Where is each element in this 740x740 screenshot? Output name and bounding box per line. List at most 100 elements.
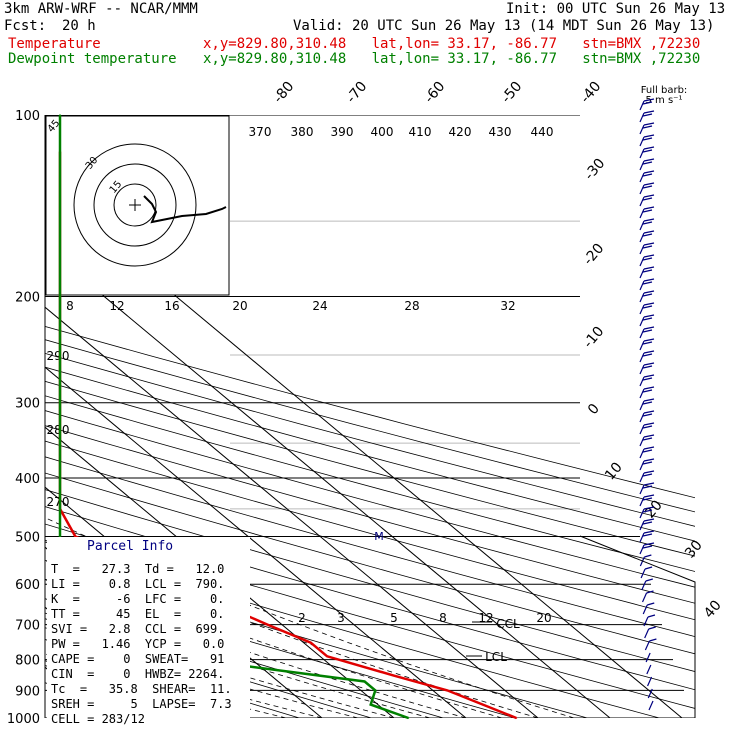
dewpoint-point bbox=[59, 442, 61, 444]
dewpoint-point bbox=[369, 703, 372, 706]
wind-barb-flag bbox=[643, 122, 655, 126]
isotherm-label: 40 bbox=[701, 597, 725, 621]
wind-barb-staff bbox=[639, 196, 645, 207]
wind-barb-staff bbox=[644, 640, 650, 651]
parcel-row: Tc = 35.8 SHEAR= 11. bbox=[51, 682, 232, 696]
wind-barb-flag bbox=[642, 125, 653, 129]
theta-e-label: 420 bbox=[449, 125, 472, 139]
wind-barb-staff bbox=[641, 580, 647, 591]
ccl-label: CCL bbox=[496, 617, 520, 631]
wind-barb-flag bbox=[647, 614, 656, 618]
wind-barb-flag bbox=[643, 398, 655, 402]
wind-barb-staff bbox=[639, 304, 645, 315]
wind-barb-flag bbox=[643, 326, 655, 330]
pressure-tick-label: 200 bbox=[15, 291, 40, 306]
mixing-ratio-label: 20 bbox=[536, 611, 551, 625]
wind-barb-flag bbox=[642, 365, 653, 369]
wind-barb-flag bbox=[643, 98, 655, 102]
wind-barb-flag bbox=[642, 353, 653, 357]
wind-barb-staff bbox=[639, 544, 645, 555]
dewpoint-point bbox=[59, 182, 61, 185]
wind-barb-staff bbox=[639, 184, 645, 195]
wind-barb-staff bbox=[639, 280, 645, 291]
wind-barb-staff bbox=[639, 472, 645, 483]
hodograph-ring bbox=[113, 183, 157, 227]
pressure-tick-label: 700 bbox=[15, 619, 40, 634]
dewpoint-point bbox=[59, 282, 61, 284]
wind-barb-flag bbox=[642, 269, 653, 273]
wind-barb-flag bbox=[642, 401, 653, 405]
init-time: Init: 00 UTC Sun 26 May 13 bbox=[506, 1, 726, 17]
wind-barb-flag bbox=[642, 245, 653, 249]
isotherm-label: 30 bbox=[682, 537, 706, 561]
wind-barb-flag bbox=[642, 545, 653, 549]
wind-barb-staff bbox=[648, 700, 654, 711]
wind-barb-flag bbox=[643, 158, 655, 162]
dewpoint-point bbox=[59, 535, 61, 538]
dewpoint-point bbox=[59, 473, 61, 476]
mixing-ratio-label: 5 bbox=[390, 611, 398, 625]
wind-barb-staff bbox=[642, 604, 648, 615]
wind-barb-flag bbox=[643, 206, 655, 210]
forecast-label: Fcst: bbox=[4, 18, 47, 34]
isotherm-label: -80 bbox=[270, 79, 297, 107]
wind-barb-flag bbox=[642, 377, 653, 381]
pressure-tick-label: 900 bbox=[15, 684, 40, 699]
speed-scale-label: 20 bbox=[232, 299, 247, 313]
wind-barb-flag bbox=[643, 110, 655, 114]
wind-barb-flag bbox=[642, 113, 653, 117]
wind-barb-staff bbox=[647, 688, 653, 699]
wind-barb-staff bbox=[639, 220, 645, 231]
dewpoint-point bbox=[59, 393, 61, 395]
valid-time: Valid: 20 UTC Sun 26 May 13 (14 MDT Sun … bbox=[293, 18, 715, 34]
dry-adiabat-line bbox=[45, 456, 695, 638]
isotherm-label: -60 bbox=[421, 79, 448, 107]
dry-adiabat-line bbox=[45, 489, 695, 672]
wind-barb-flag bbox=[642, 161, 653, 165]
dry-adiabat-line bbox=[45, 425, 695, 604]
wind-barb-flag bbox=[642, 101, 653, 105]
wind-barb-staff bbox=[639, 364, 645, 375]
dewpoint-point bbox=[59, 114, 61, 116]
wind-barb-staff bbox=[639, 496, 645, 507]
temperature-point bbox=[74, 535, 77, 538]
wind-barb-staff bbox=[639, 436, 645, 447]
isotherm-line bbox=[45, 306, 539, 718]
speed-scale-label: 12 bbox=[109, 299, 124, 313]
wind-barb-flag bbox=[642, 221, 653, 225]
wind-barb-flag bbox=[642, 197, 653, 201]
wind-barb-staff bbox=[639, 112, 645, 123]
lcl-label: LCL bbox=[485, 650, 507, 664]
lower-theta-label: 290 bbox=[47, 349, 70, 363]
barb-legend-title: Full barb: bbox=[641, 85, 688, 96]
temperature-point bbox=[326, 655, 328, 658]
dewpoint-point bbox=[363, 680, 366, 683]
wind-barb-staff bbox=[645, 652, 651, 663]
wind-barb-flag bbox=[642, 233, 653, 237]
wind-barb-flag bbox=[643, 314, 655, 318]
lower-theta-label: 270 bbox=[47, 495, 70, 509]
moist-adiabat-line bbox=[45, 560, 503, 718]
temperature-point bbox=[310, 641, 312, 644]
wind-barb-flag bbox=[643, 458, 655, 462]
isotherm-label: -50 bbox=[498, 79, 525, 107]
dewpoint-point bbox=[407, 717, 410, 719]
parcel-row: CIN = 0 HWBZ= 2264. bbox=[51, 667, 225, 681]
wind-barb-flag bbox=[643, 518, 655, 522]
wind-barb-staff bbox=[639, 124, 645, 135]
hodograph-ring bbox=[93, 163, 177, 247]
speed-scale-label: 28 bbox=[404, 299, 419, 313]
parcel-row: CAPE = 0 SWEAT= 91 bbox=[51, 652, 225, 666]
wind-barb-staff bbox=[644, 628, 650, 639]
wind-barb-flag bbox=[643, 146, 655, 150]
wind-barb-flag bbox=[642, 317, 653, 321]
wind-barb-staff bbox=[639, 316, 645, 327]
wind-barb-flag bbox=[643, 434, 655, 438]
wind-barb-flag bbox=[643, 254, 655, 258]
isotherm-label: -20 bbox=[580, 241, 607, 269]
wind-barb-flag bbox=[643, 374, 655, 378]
wind-barb-staff bbox=[639, 232, 645, 243]
parcel-row: SVI = 2.8 CCL = 699. bbox=[51, 622, 225, 636]
speed-scale-label: 32 bbox=[500, 299, 515, 313]
dry-adiabat-line bbox=[45, 410, 695, 588]
